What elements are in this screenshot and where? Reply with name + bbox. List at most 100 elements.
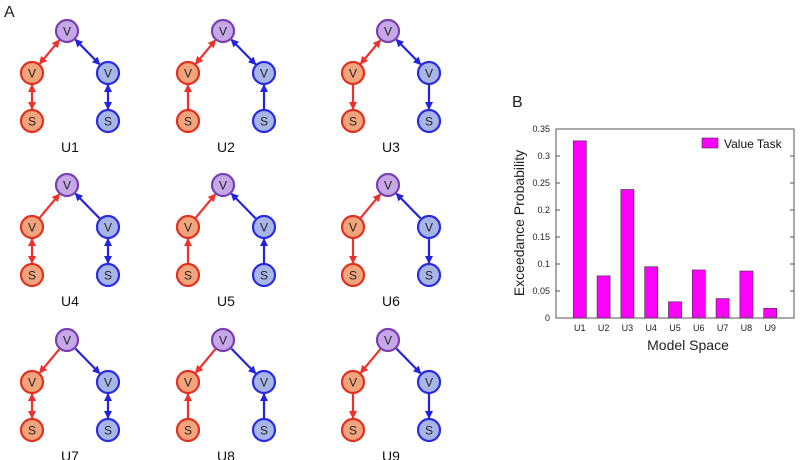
node-right-s-label: S bbox=[104, 269, 112, 283]
x-tick-label: U7 bbox=[717, 323, 729, 333]
node-right-v: V bbox=[251, 60, 277, 86]
node-right-s: S bbox=[416, 262, 442, 288]
node-left-s: S bbox=[19, 262, 45, 288]
node-left-s-label: S bbox=[349, 424, 357, 438]
bar-u1 bbox=[572, 140, 587, 319]
node-left-v-label: V bbox=[349, 67, 357, 81]
node-left-v-label: V bbox=[28, 221, 36, 235]
node-right-v: V bbox=[95, 369, 121, 395]
node-left-v-label: V bbox=[184, 67, 192, 81]
node-top-v: V bbox=[210, 327, 236, 353]
node-left-v-label: V bbox=[28, 67, 36, 81]
edge-top-left bbox=[194, 39, 217, 65]
node-left-s-label: S bbox=[349, 115, 357, 129]
node-top-v: V bbox=[375, 172, 401, 198]
y-tick-label: 0.05 bbox=[532, 286, 550, 296]
node-right-v-label: V bbox=[104, 376, 112, 390]
edge-top-right bbox=[230, 192, 257, 220]
model-graph-u2: V V V S S U2 bbox=[175, 18, 277, 155]
node-left-s-label: S bbox=[184, 115, 192, 129]
node-left-s-label: S bbox=[28, 424, 36, 438]
node-right-s-label: S bbox=[425, 424, 433, 438]
edge-top-left bbox=[38, 39, 61, 65]
legend-swatch bbox=[701, 137, 719, 149]
x-tick-label: U4 bbox=[645, 323, 657, 333]
edge-top-left bbox=[359, 348, 382, 374]
node-left-v-label: V bbox=[349, 376, 357, 390]
node-right-s: S bbox=[416, 108, 442, 134]
model-graph-u9: V V V S S U9 bbox=[340, 327, 442, 460]
node-right-v-label: V bbox=[425, 376, 433, 390]
node-left-v-label: V bbox=[349, 221, 357, 235]
node-left-v: V bbox=[340, 214, 366, 240]
node-left-s: S bbox=[340, 417, 366, 443]
edge-top-left bbox=[359, 193, 382, 219]
model-name: U7 bbox=[61, 448, 79, 460]
node-right-s-label: S bbox=[104, 115, 112, 129]
node-right-s: S bbox=[251, 108, 277, 134]
node-left-s: S bbox=[175, 417, 201, 443]
node-right-s-label: S bbox=[260, 115, 268, 129]
node-right-v: V bbox=[416, 60, 442, 86]
node-right-s-label: S bbox=[260, 269, 268, 283]
x-tick-label: U9 bbox=[764, 323, 776, 333]
node-right-s: S bbox=[95, 262, 121, 288]
node-top-v: V bbox=[375, 18, 401, 44]
panel-a-label: A bbox=[4, 4, 15, 21]
bar-u3 bbox=[620, 189, 635, 319]
y-tick-label: 0.25 bbox=[532, 178, 550, 188]
model-name: U8 bbox=[217, 448, 235, 460]
node-top-v-label: V bbox=[384, 25, 392, 39]
y-tick-label: 0.1 bbox=[537, 259, 550, 269]
model-name: U3 bbox=[382, 139, 400, 155]
x-tick-label: U1 bbox=[574, 323, 586, 333]
node-top-v: V bbox=[54, 18, 80, 44]
node-left-v-label: V bbox=[28, 376, 36, 390]
node-right-v: V bbox=[95, 214, 121, 240]
node-left-s-label: S bbox=[184, 424, 192, 438]
node-right-v-label: V bbox=[425, 221, 433, 235]
node-top-v: V bbox=[54, 172, 80, 198]
bar-u6 bbox=[691, 269, 706, 319]
model-name: U9 bbox=[382, 448, 400, 460]
node-left-s-label: S bbox=[28, 115, 36, 129]
x-axis: U1 U2 U3 U4 U5 U6 U7 U8 U9 bbox=[574, 315, 776, 333]
legend: Value Task bbox=[701, 137, 783, 151]
node-right-v-label: V bbox=[260, 67, 268, 81]
y-tick-label: 0.3 bbox=[537, 151, 550, 161]
model-graphs: V V V S S U1 V V V S S U2 V V V S S U3 V V V S S U4 V V V S S U5 V V V S S… bbox=[19, 18, 442, 460]
edge-top-right bbox=[395, 192, 422, 220]
node-top-v-label: V bbox=[219, 179, 227, 193]
node-top-v-label: V bbox=[63, 25, 71, 39]
node-top-v-label: V bbox=[63, 179, 71, 193]
node-left-s-label: S bbox=[349, 269, 357, 283]
node-right-s: S bbox=[251, 262, 277, 288]
edge-top-right bbox=[74, 192, 101, 220]
node-left-s-label: S bbox=[28, 269, 36, 283]
node-top-v-label: V bbox=[219, 334, 227, 348]
node-right-v-label: V bbox=[260, 221, 268, 235]
x-tick-label: U2 bbox=[598, 323, 610, 333]
edge-top-left bbox=[38, 193, 61, 219]
edge-top-right bbox=[74, 38, 101, 66]
node-left-v: V bbox=[175, 214, 201, 240]
node-right-v-label: V bbox=[104, 67, 112, 81]
x-tick-label: U8 bbox=[741, 323, 753, 333]
node-left-v: V bbox=[340, 60, 366, 86]
node-left-v: V bbox=[19, 369, 45, 395]
y-tick-label: 0 bbox=[545, 313, 550, 323]
node-left-s: S bbox=[340, 108, 366, 134]
y-tick-label: 0.15 bbox=[532, 232, 550, 242]
node-left-s: S bbox=[19, 108, 45, 134]
exceedance-chart: B 00.050.10.150.20.250.30.35 U1 U2 U3 U4 U5 U… bbox=[511, 94, 795, 353]
node-right-v: V bbox=[251, 214, 277, 240]
node-right-v: V bbox=[95, 60, 121, 86]
bar-u8 bbox=[739, 270, 754, 319]
model-name: U1 bbox=[61, 139, 79, 155]
node-top-v-label: V bbox=[63, 334, 71, 348]
model-name: U6 bbox=[382, 293, 400, 309]
node-left-v: V bbox=[175, 369, 201, 395]
y-axis: 0 0.05 0.1 0.15 0.2 0.25 0.3 0.35 bbox=[532, 124, 794, 323]
node-right-s: S bbox=[95, 417, 121, 443]
edge-top-right bbox=[230, 38, 257, 66]
